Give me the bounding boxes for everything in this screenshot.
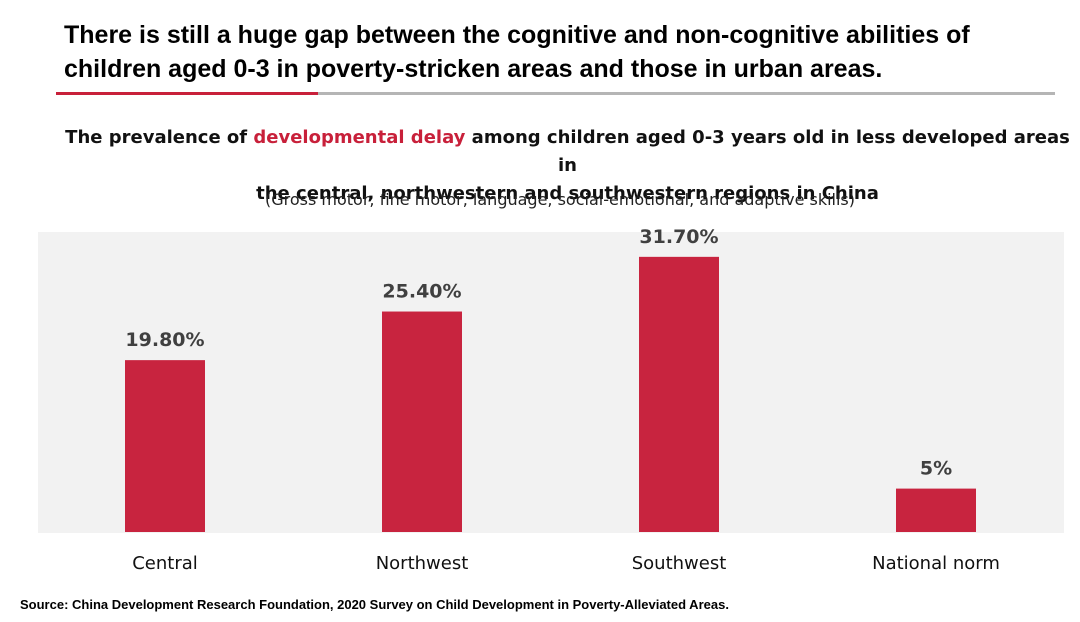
bar-central: [125, 360, 205, 532]
divider-rule: [56, 92, 1055, 95]
source-note: Source: China Development Research Found…: [20, 597, 729, 612]
accent-rule: [56, 92, 318, 95]
headline: There is still a huge gap between the co…: [64, 18, 1054, 86]
data-label-northwest: 25.40%: [382, 281, 461, 303]
tick-label-national-norm: National norm: [872, 553, 1000, 574]
data-label-national-norm: 5%: [920, 458, 952, 480]
headline-line-2: children aged 0-3 in poverty-stricken ar…: [64, 55, 883, 83]
chart-title-suffix: among children aged 0-3 years old in les…: [465, 127, 1070, 176]
chart-subtitle: (Gross motor, fine motor, language, soci…: [264, 190, 856, 209]
bar-northwest: [382, 311, 462, 532]
chart-title: The prevalence of developmental delay am…: [60, 124, 1075, 208]
data-label-southwest: 31.70%: [639, 226, 718, 248]
tick-label-northwest: Northwest: [376, 553, 469, 574]
bar-southwest: [639, 256, 719, 532]
chart-title-line-1: The prevalence of developmental delay am…: [60, 124, 1075, 180]
chart-title-highlight: developmental delay: [253, 127, 466, 148]
tick-label-southwest: Southwest: [632, 553, 727, 574]
bar-national-norm: [896, 488, 976, 532]
headline-line-1: There is still a huge gap between the co…: [64, 21, 970, 49]
data-label-central: 19.80%: [125, 329, 204, 351]
chart-title-prefix: The prevalence of: [65, 127, 254, 148]
plot-area: [38, 232, 1064, 533]
chart-title-line-2: the central, northwestern and southweste…: [256, 183, 879, 204]
tick-label-central: Central: [132, 553, 198, 574]
